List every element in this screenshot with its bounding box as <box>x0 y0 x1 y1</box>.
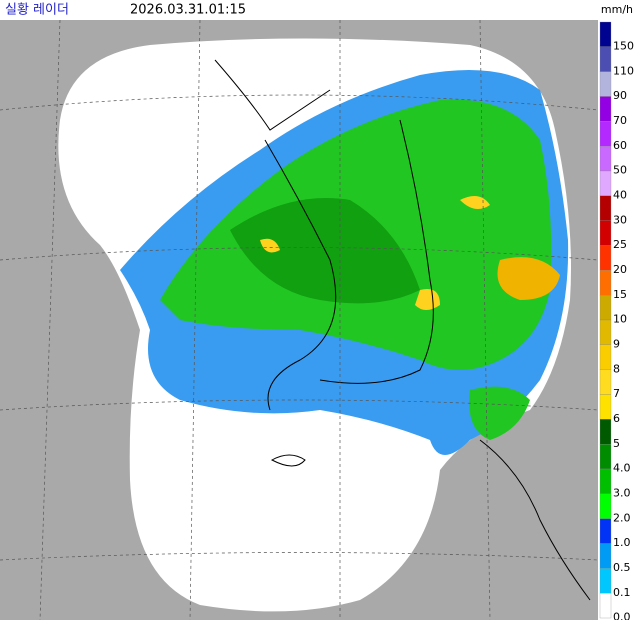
legend-label: 40 <box>613 188 627 201</box>
legend-label: 1.0 <box>613 536 631 549</box>
header-bar <box>0 0 635 20</box>
legend-swatch <box>599 96 612 122</box>
legend-swatch <box>599 593 612 619</box>
legend-swatch <box>599 444 612 470</box>
legend-label: 4.0 <box>613 462 631 475</box>
legend-swatch <box>599 295 612 321</box>
legend: 150 110 90 70 60 50 40 30 25 20 15 10 9 8 7 6 5 4.0 3.0 2.0… <box>598 20 635 620</box>
legend-label: 8 <box>613 362 620 375</box>
legend-label: 3.0 <box>613 486 631 499</box>
legend-swatch <box>599 270 612 296</box>
legend-swatch <box>599 195 612 221</box>
legend-label: 25 <box>613 238 627 251</box>
title: 실황 레이더 <box>5 3 69 18</box>
legend-label: 60 <box>613 139 627 152</box>
legend-label: 70 <box>613 114 627 127</box>
legend-label: 0.0 <box>613 611 631 620</box>
legend-swatch <box>599 71 612 97</box>
legend-label: 7 <box>613 387 620 400</box>
legend-label: 15 <box>613 288 627 301</box>
legend-label: 110 <box>613 64 634 77</box>
legend-label: 5 <box>613 437 620 450</box>
rain-south <box>469 386 530 440</box>
legend-swatch <box>599 568 612 594</box>
legend-swatch <box>599 46 612 72</box>
timestamp: 2026.03.31.01:15 <box>130 3 246 18</box>
legend-swatch <box>599 146 612 172</box>
legend-swatch <box>599 543 612 569</box>
legend-label: 150 <box>613 39 634 52</box>
legend-label: 90 <box>613 89 627 102</box>
map <box>0 19 599 620</box>
legend-swatch <box>599 468 612 494</box>
legend-swatch <box>599 21 612 47</box>
legend-label: 10 <box>613 313 627 326</box>
legend-swatch <box>599 319 612 345</box>
legend-swatch <box>599 419 612 445</box>
legend-label: 30 <box>613 213 627 226</box>
legend-label: 0.5 <box>613 561 631 574</box>
legend-label: 9 <box>613 337 620 350</box>
legend-swatch <box>599 121 612 147</box>
legend-swatch <box>599 220 612 246</box>
legend-label: 50 <box>613 164 627 177</box>
legend-swatch <box>599 493 612 519</box>
graticule <box>0 19 599 620</box>
legend-label: 0.1 <box>613 586 631 599</box>
legend-swatch <box>599 394 612 420</box>
legend-label: 2.0 <box>613 511 631 524</box>
unit: mm/h <box>601 3 633 16</box>
coastlines <box>214 59 591 601</box>
legend-label: 6 <box>613 412 620 425</box>
legend-swatch <box>599 369 612 395</box>
legend-swatch <box>599 344 612 370</box>
legend-label: 20 <box>613 263 627 276</box>
legend-swatch <box>599 518 612 544</box>
legend-swatch <box>599 170 612 196</box>
rain-intense <box>497 257 560 300</box>
legend-swatch <box>599 245 612 271</box>
